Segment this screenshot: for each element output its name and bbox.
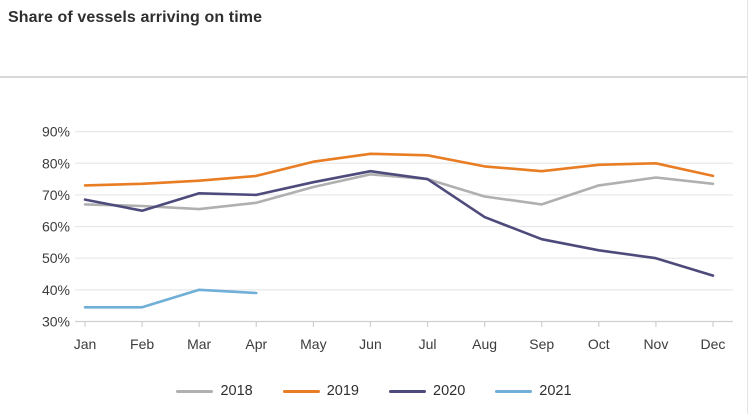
y-tick-label-70: 70% [42,187,70,203]
legend-swatch-2019 [282,389,320,393]
y-tick-label-60: 60% [42,219,70,235]
legend-label-2019: 2019 [326,383,359,399]
x-tick-label-Aug: Aug [472,336,497,352]
x-tick-label-Jun: Jun [359,336,382,352]
x-tick-label-Nov: Nov [643,336,668,352]
header-divider [0,76,747,78]
legend-item-2019: 2019 [282,383,359,399]
series-line-2019 [83,152,715,187]
x-tick-label-Dec: Dec [701,336,726,352]
x-tick-label-Feb: Feb [130,336,154,352]
chart-legend: 2018 2019 2020 2021 [0,383,747,399]
y-tick-label-40: 40% [42,282,70,298]
x-tick-label-Jan: Jan [74,336,97,352]
legend-swatch-2018 [176,389,214,393]
chart-title: Share of vessels arriving on time [8,9,263,26]
x-tick-label-Jul: Jul [419,336,437,352]
y-tick-label-50: 50% [42,250,70,266]
y-tick-label-90: 90% [42,124,70,140]
x-tick-label-Oct: Oct [588,336,610,352]
x-tick-label-Mar: Mar [187,336,211,352]
x-tick-label-Apr: Apr [245,336,267,352]
legend-item-2021: 2021 [495,383,572,399]
y-tick-label-80: 80% [42,155,70,171]
legend-swatch-2020 [389,389,426,393]
series-line-2018 [83,173,715,211]
series-line-2021 [83,288,258,309]
x-tick-label-May: May [300,336,326,352]
x-tick-label-Sep: Sep [529,336,554,352]
legend-swatch-2021 [495,389,533,393]
legend-label-2018: 2018 [220,383,253,399]
legend-label-2020: 2020 [433,383,466,399]
y-tick-label-30: 30% [42,314,70,330]
legend-item-2018: 2018 [176,383,253,399]
legend-label-2021: 2021 [539,383,572,399]
series-line-2020 [83,169,715,277]
line-chart-plot: 90% 80% 70% 60% 50% 40% 30%Jan Feb Mar Apr May Jun J… [42,124,733,352]
legend-item-2020: 2020 [389,383,465,399]
